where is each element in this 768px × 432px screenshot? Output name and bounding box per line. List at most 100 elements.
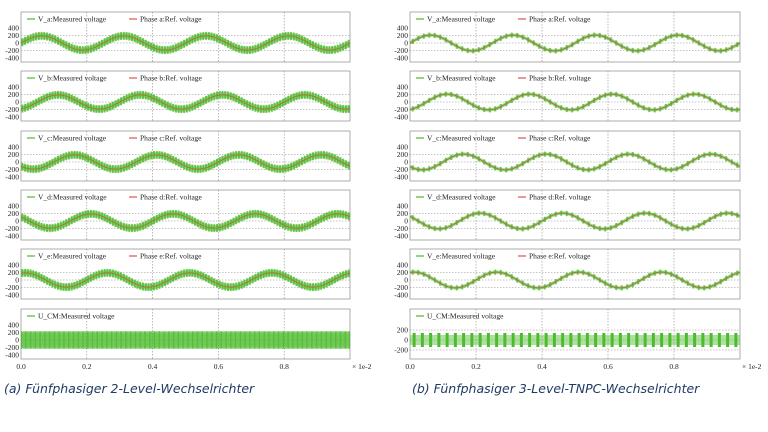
x-tick-label: 0.0 (16, 362, 26, 371)
y-tick-label: 0 (15, 336, 19, 345)
y-tick-label: 400 (8, 143, 20, 152)
panel-a-v_c: V_c:Measured voltage Phase c:Ref. voltage… (5, 130, 351, 182)
y-tick-label: 0 (15, 39, 19, 48)
y-tick-label: -400 (394, 54, 408, 63)
legend-label: V_d:Measured voltage (38, 193, 107, 202)
y-tick-label: -200 (5, 105, 19, 114)
legend-label: V_d:Measured voltage (427, 193, 496, 202)
panel-a-v_d: V_d:Measured voltage Phase d:Ref. voltage… (5, 189, 351, 241)
y-tick-label: 400 (8, 24, 20, 33)
legend-label: Phase b:Ref. voltage (529, 74, 592, 83)
series-reference (410, 212, 740, 230)
x-tick-label: 0.2 (82, 362, 92, 371)
legend-label: U_CM:Measured voltage (427, 312, 504, 321)
panel-a-v_a: V_a:Measured voltage Phase a:Ref. voltage… (5, 11, 351, 63)
y-tick-label: -400 (394, 113, 408, 122)
legend-label: Phase a:Ref. voltage (529, 15, 591, 24)
panel-a-v_b: V_b:Measured voltage Phase b:Ref. voltage… (5, 70, 351, 122)
y-tick-label: 200 (397, 90, 409, 99)
plot-area (21, 31, 350, 55)
series-cm-band (21, 333, 350, 347)
y-tick-label: -200 (5, 46, 19, 55)
y-tick-label: -400 (5, 113, 19, 122)
legend-label: Phase d:Ref. voltage (529, 193, 592, 202)
y-tick-label: 400 (397, 143, 409, 152)
x-tick-label: 0.4 (148, 362, 158, 371)
y-tick-label: -200 (394, 224, 408, 233)
y-tick-label: 0 (404, 336, 408, 345)
legend-label: Phase d:Ref. voltage (140, 193, 203, 202)
series-reference (410, 153, 740, 171)
chart-b: V_a:Measured voltage Phase a:Ref. voltage… (394, 11, 762, 371)
y-tick-label: 400 (397, 24, 409, 33)
legend-label: U_CM:Measured voltage (38, 312, 115, 321)
y-tick-label: 400 (397, 83, 409, 92)
y-tick-label: 0 (404, 217, 408, 226)
legend-label: V_e:Measured voltage (427, 252, 496, 261)
chart-a: V_a:Measured voltage Phase a:Ref. voltage… (5, 11, 372, 371)
plot-area (410, 210, 740, 232)
y-tick-label: 200 (8, 90, 20, 99)
y-tick-label: 200 (8, 268, 20, 277)
legend-label: V_c:Measured voltage (38, 134, 107, 143)
legend-label: V_a:Measured voltage (427, 15, 496, 24)
x-multiplier-label: × 1e-2 (352, 362, 372, 371)
y-tick-label: -400 (5, 351, 19, 360)
y-tick-label: 200 (397, 31, 409, 40)
y-tick-label: 200 (397, 268, 409, 277)
y-tick-label: -200 (5, 165, 19, 174)
y-tick-label: 400 (8, 202, 20, 211)
panel-b-v_a: V_a:Measured voltage Phase a:Ref. voltage… (394, 11, 741, 63)
y-tick-label: -400 (394, 173, 408, 182)
y-tick-label: 200 (8, 209, 20, 218)
series-reference (410, 93, 740, 111)
series-reference (21, 272, 350, 288)
y-tick-label: 400 (8, 83, 20, 92)
y-tick-label: -400 (394, 232, 408, 241)
y-tick-label: 0 (15, 276, 19, 285)
plot-area (21, 209, 350, 233)
caption-a: (a) Fünfphasiger 2-Level-Wechselrichter (4, 381, 255, 396)
series-reference (21, 94, 350, 110)
y-tick-label: 0 (404, 158, 408, 167)
series-cm-band (410, 335, 740, 345)
y-tick-label: 200 (397, 209, 409, 218)
x-multiplier-label: × 1e-2 (742, 362, 762, 371)
y-tick-label: 200 (397, 326, 409, 335)
y-tick-label: -400 (5, 291, 19, 300)
panel-b-v_d: V_d:Measured voltage Phase d:Ref. voltage… (394, 189, 741, 241)
y-tick-label: -200 (5, 343, 19, 352)
y-tick-label: -200 (5, 224, 19, 233)
legend-label: V_a:Measured voltage (38, 15, 107, 24)
series-reference (21, 35, 350, 51)
plot-area (410, 269, 740, 291)
legend-label: Phase e:Ref. voltage (140, 252, 202, 261)
plot-area (410, 91, 740, 113)
x-tick-label: 0.4 (537, 362, 547, 371)
legend-label: V_e:Measured voltage (38, 252, 107, 261)
panel-b-v_c: V_c:Measured voltage Phase c:Ref. voltage… (394, 130, 741, 182)
plot-area (21, 150, 350, 174)
y-tick-label: -200 (394, 283, 408, 292)
legend-label: Phase b:Ref. voltage (140, 74, 203, 83)
y-tick-label: 200 (8, 31, 20, 40)
plot-area (410, 333, 740, 347)
y-tick-label: 200 (8, 150, 20, 159)
legend-label: Phase a:Ref. voltage (140, 15, 202, 24)
y-tick-label: -400 (5, 173, 19, 182)
y-tick-label: -400 (5, 232, 19, 241)
series-reference (21, 213, 350, 229)
y-tick-label: -400 (394, 291, 408, 300)
panel-frame (409, 130, 741, 182)
plot-area (410, 32, 740, 54)
y-tick-label: -200 (394, 346, 408, 355)
y-tick-label: -200 (5, 283, 19, 292)
series-reference (21, 154, 350, 170)
y-tick-label: 400 (397, 261, 409, 270)
y-tick-label: 400 (8, 321, 20, 330)
y-tick-label: 0 (404, 98, 408, 107)
y-tick-label: -200 (394, 46, 408, 55)
panel-b-v_e: V_e:Measured voltage Phase e:Ref. voltage… (394, 248, 741, 300)
